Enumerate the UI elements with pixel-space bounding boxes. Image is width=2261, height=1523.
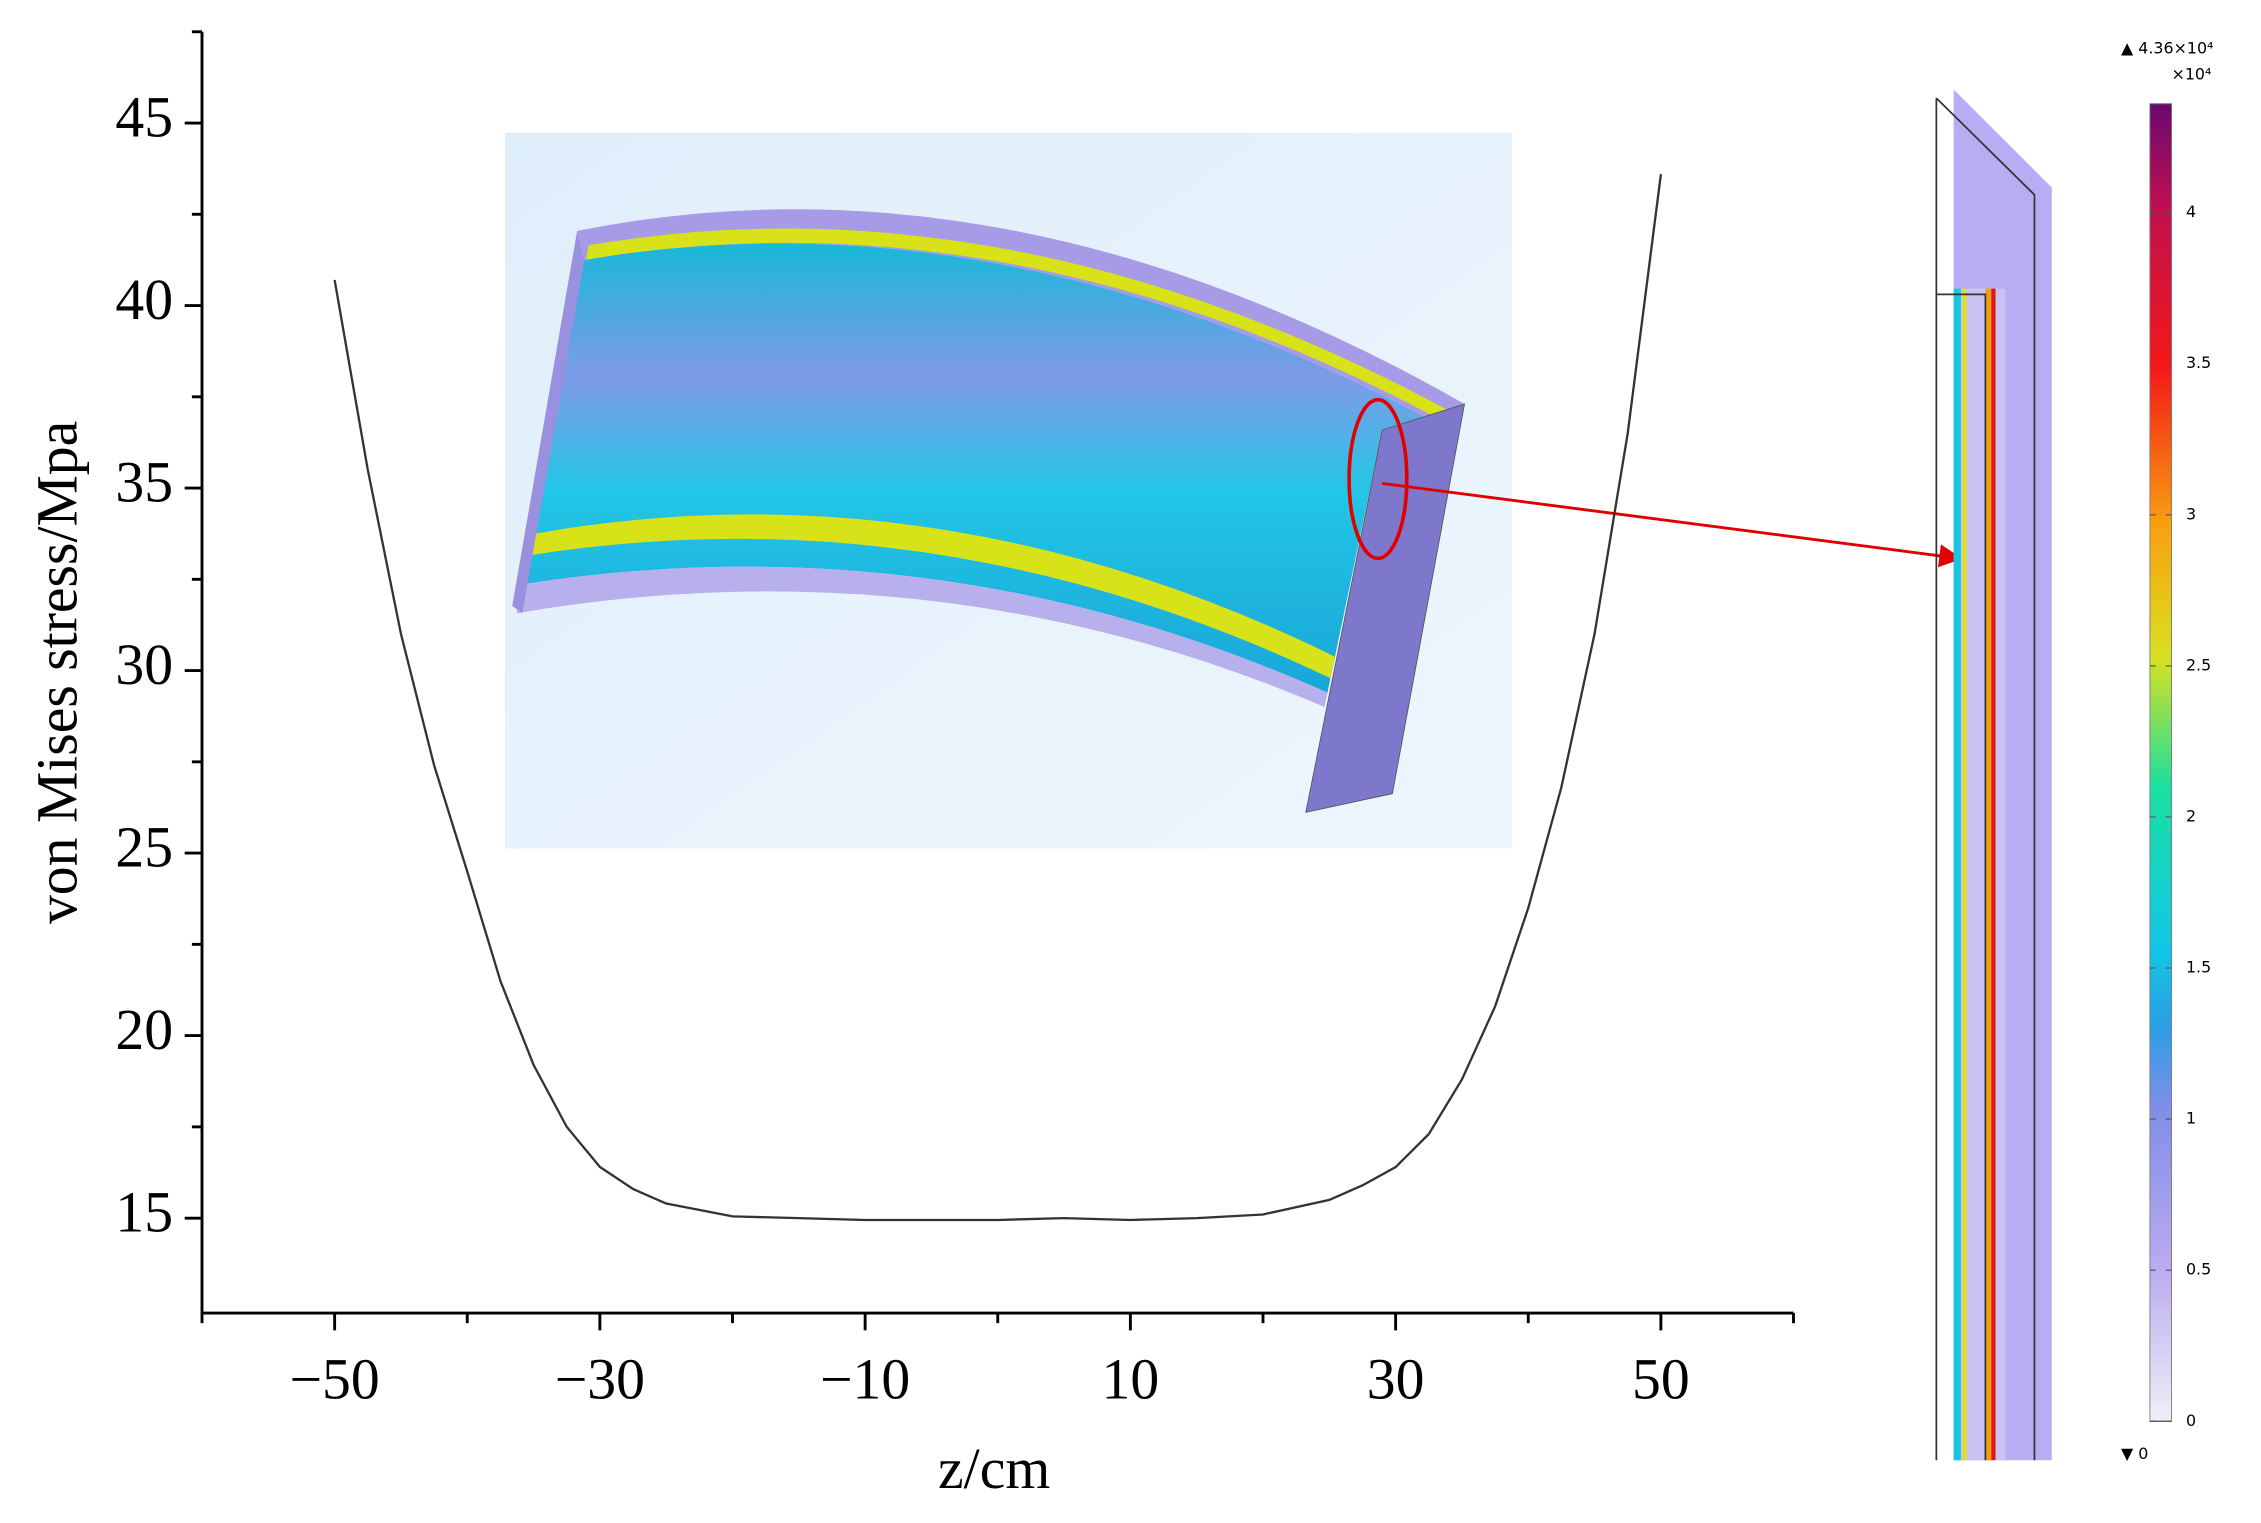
colorbar-tick-label: 3.5 [2186, 353, 2211, 372]
y-tick-label: 35 [115, 451, 173, 514]
x-axis-label: z/cm [938, 1438, 1050, 1501]
colorbar-tick-label: 4 [2186, 202, 2196, 221]
y-tick-label: 40 [115, 269, 173, 332]
x-tick-label: −30 [555, 1348, 645, 1411]
colorbar-tick-label: 0 [2186, 1411, 2196, 1430]
x-tick-label: −10 [820, 1348, 910, 1411]
colorbar-tick-label: 3 [2186, 504, 2196, 523]
x-tick-label: 30 [1367, 1348, 1425, 1411]
x-tick-label: 10 [1102, 1348, 1160, 1411]
colorbar-tick-label: 0.5 [2186, 1260, 2211, 1279]
colorbar-tick-label: 1.5 [2186, 958, 2211, 977]
colorbar-tick-label: 2 [2186, 806, 2196, 825]
y-tick-label: 15 [115, 1181, 173, 1244]
colorbar-tick-label: 2.5 [2186, 655, 2211, 674]
data-line [333, 174, 1663, 1222]
y-tick-label: 30 [115, 634, 173, 697]
y-tick-label: 45 [115, 86, 173, 149]
x-tick-label: 50 [1632, 1348, 1690, 1411]
y-axis-label: von Mises stress/Mpa [27, 421, 90, 924]
y-tick-label: 20 [115, 999, 173, 1062]
section-render [1935, 89, 2172, 1461]
colorbar-tick-label: 1 [2186, 1109, 2196, 1128]
y-tick-label: 25 [115, 816, 173, 879]
colorbar-max-label: ▲ 4.36×10⁴ [2121, 39, 2213, 58]
x-tick-label: −50 [290, 1348, 380, 1411]
inset-render [505, 132, 1963, 849]
colorbar-unit: ×10⁴ [2172, 65, 2212, 84]
colorbar-min-label: ▼ 0 [2121, 1444, 2148, 1463]
